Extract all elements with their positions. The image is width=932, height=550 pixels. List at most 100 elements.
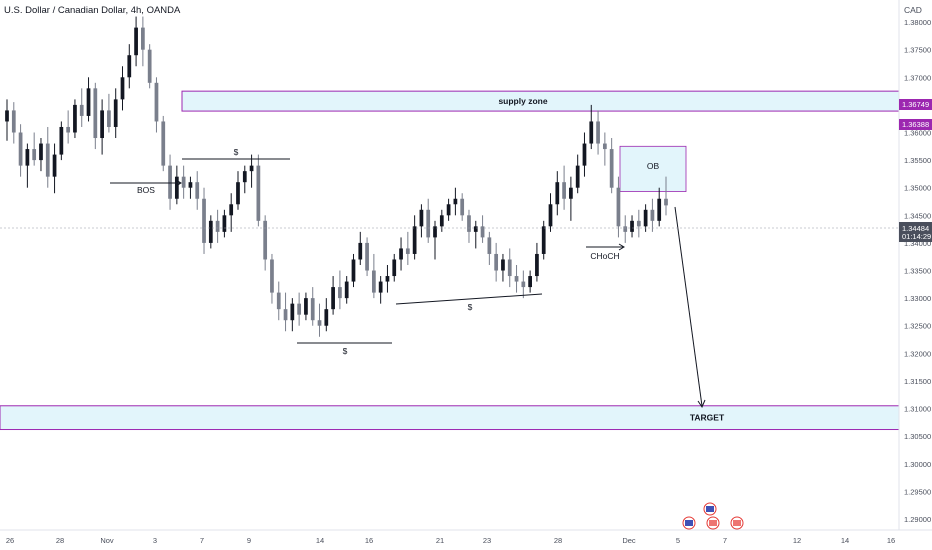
candle-body <box>338 287 342 299</box>
candle <box>501 253 505 282</box>
candle <box>256 154 261 227</box>
x-tick-label: 14 <box>841 536 849 545</box>
candle <box>365 237 369 277</box>
candle <box>195 171 200 210</box>
y-tick-label: 1.38000 <box>904 18 931 27</box>
candle <box>86 77 91 122</box>
candle <box>188 176 193 199</box>
x-tick-label: 5 <box>676 536 680 545</box>
candle <box>426 198 431 243</box>
y-tick-label: 1.35500 <box>904 156 931 165</box>
candle <box>535 242 539 282</box>
candle <box>507 248 512 288</box>
y-tick-label: 1.37000 <box>904 73 931 82</box>
candle <box>405 231 410 265</box>
y-tick-label: 1.37500 <box>904 46 931 55</box>
candle-body <box>45 143 50 177</box>
candle-body <box>11 110 16 133</box>
candle <box>351 253 356 288</box>
y-tick-label: 1.30000 <box>904 460 931 469</box>
candle-body <box>507 259 512 277</box>
candle-body <box>263 220 268 260</box>
y-tick-label: 1.30500 <box>904 432 931 441</box>
y-tick-label: 1.31500 <box>904 377 931 386</box>
candle-body <box>609 149 614 188</box>
choch-arrowhead <box>618 243 625 251</box>
candle <box>310 287 315 326</box>
candle-body <box>215 220 220 232</box>
candle-body <box>528 276 532 288</box>
target-zone-label: TARGET <box>690 413 725 423</box>
countdown-value: 01:14:29 <box>902 232 931 241</box>
candle-body <box>555 182 560 205</box>
y-tick-label: 1.29000 <box>904 515 931 524</box>
x-tick-label: 23 <box>483 536 491 545</box>
candle-body <box>276 292 281 310</box>
candle <box>385 265 390 293</box>
candle-body <box>161 121 166 166</box>
candle <box>215 209 220 243</box>
candle-body <box>202 198 206 243</box>
candle-body <box>562 182 566 199</box>
candle <box>39 138 43 172</box>
candle <box>324 298 329 332</box>
candle <box>439 209 444 232</box>
y-tick-label: 1.32500 <box>904 322 931 331</box>
target-zone <box>0 405 900 431</box>
candle-body <box>290 303 295 321</box>
candle <box>562 165 566 210</box>
liquidity-label-trend: $ <box>468 302 473 312</box>
candle <box>127 44 132 89</box>
candle <box>378 276 383 304</box>
candle-body <box>32 149 37 161</box>
candle-body <box>73 104 77 133</box>
candle-body <box>52 154 57 177</box>
supply-zone-label: supply zone <box>498 96 547 106</box>
candle-body <box>419 209 424 227</box>
candle-body <box>59 126 64 155</box>
currency-label: CAD <box>904 5 922 15</box>
candle-body <box>229 204 234 216</box>
candle-body <box>616 187 621 227</box>
candle <box>181 165 186 199</box>
candle-body <box>297 303 302 315</box>
y-tick-label: 1.32000 <box>904 349 931 358</box>
candle <box>147 44 152 89</box>
candle-body <box>657 198 662 221</box>
candle <box>120 66 125 111</box>
candle-body <box>304 298 308 315</box>
candle-body <box>317 320 322 326</box>
candle-body <box>141 27 145 50</box>
candle-body <box>494 253 499 271</box>
candle-body <box>548 204 553 227</box>
candle <box>32 132 37 166</box>
candle <box>317 303 322 337</box>
candle-body <box>195 182 200 199</box>
candle-body <box>521 281 526 288</box>
candle-body <box>582 143 587 166</box>
candle-body <box>623 226 628 232</box>
candle-body <box>208 220 213 243</box>
x-tick-label: 3 <box>153 536 157 545</box>
candle-body <box>168 165 172 199</box>
x-tick-label: 26 <box>6 536 14 545</box>
candle-body <box>174 176 179 199</box>
candle-body <box>249 165 254 172</box>
candle <box>11 102 16 144</box>
candle-body <box>324 309 329 326</box>
candle-body <box>575 165 580 188</box>
candle <box>419 204 424 238</box>
liquidity-label-top: $ <box>234 147 239 157</box>
candle <box>242 165 247 194</box>
y-tick-label: 1.35000 <box>904 184 931 193</box>
candle <box>270 253 274 304</box>
candle <box>643 204 648 232</box>
candle-body <box>127 55 132 78</box>
x-tick-label: 28 <box>56 536 64 545</box>
candle-body <box>86 88 91 116</box>
candle <box>25 143 30 188</box>
x-tick-label: 9 <box>247 536 251 545</box>
candle <box>263 215 268 271</box>
candle <box>18 124 23 177</box>
